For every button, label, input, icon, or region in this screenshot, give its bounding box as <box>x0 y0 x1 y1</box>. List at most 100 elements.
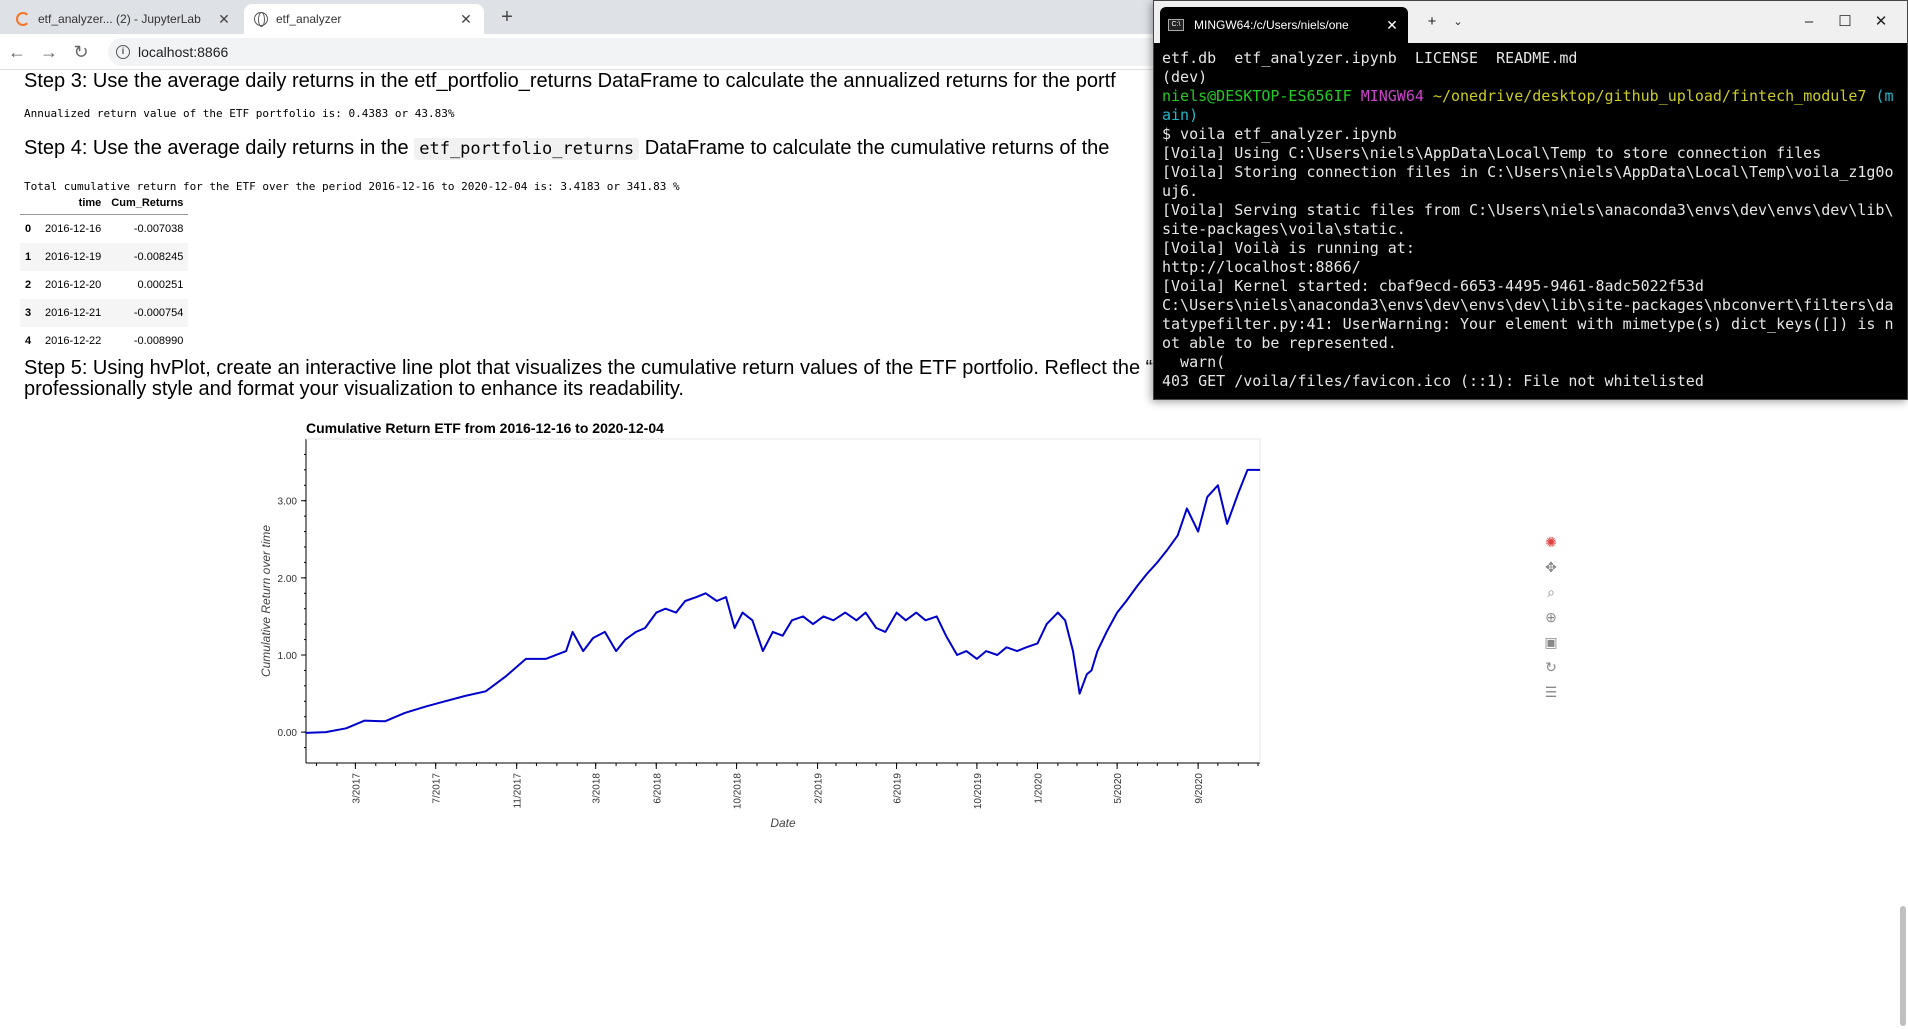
new-terminal-tab-button[interactable]: + <box>1427 13 1437 30</box>
x-tick-label: 3/2017 <box>351 773 362 804</box>
terminal-titlebar: C:\ MINGW64:/c/Users/niels/one ✕ + ⌄ – ☐… <box>1154 1 1907 43</box>
close-icon[interactable]: ✕ <box>1386 16 1398 33</box>
terminal-line: ot able to be represented. <box>1162 334 1397 352</box>
terminal-line: [Voila] Voilà is running at: <box>1162 239 1415 257</box>
x-tick-label: 6/2018 <box>652 773 663 804</box>
x-tick-label: 5/2020 <box>1113 773 1124 804</box>
table-cell: 2016-12-19 <box>40 242 107 271</box>
tab-label: etf_analyzer <box>276 12 342 26</box>
terminal-line: [Voila] Using C:\Users\niels\AppData\Loc… <box>1162 144 1822 162</box>
x-tick-label: 7/2017 <box>432 773 443 804</box>
tab-jupyterlab[interactable]: etf_analyzer... (2) - JupyterLab ✕ <box>6 4 242 34</box>
cumulative-output: Total cumulative return for the ETF over… <box>24 180 680 193</box>
prompt-branch-start: (m <box>1875 87 1894 105</box>
table-row: 3 2016-12-21 -0.000754 <box>20 298 189 327</box>
chevron-down-icon[interactable]: ⌄ <box>1453 16 1463 28</box>
table-header: Cum_Returns <box>106 192 189 215</box>
terminal-icon: C:\ <box>1168 19 1184 31</box>
terminal-line: [Voila] Storing connection files in C:\U… <box>1162 163 1894 181</box>
table-row: 0 2016-12-16 -0.007038 <box>20 215 188 243</box>
terminal-line: (dev) <box>1162 68 1208 86</box>
hover-icon[interactable]: ☰ <box>1544 684 1558 700</box>
table-header <box>20 192 40 215</box>
annualized-output: Annualized return value of the ETF portf… <box>24 107 455 120</box>
table-cell: -0.000754 <box>106 298 189 327</box>
step4-text-pre: Step 4: Use the average daily returns in… <box>24 137 415 159</box>
x-tick-label: 10/2018 <box>733 773 744 810</box>
terminal-line: site-packages\voila\static. <box>1162 220 1406 238</box>
url-text: localhost:8866 <box>138 44 229 60</box>
url-input[interactable]: i localhost:8866 <box>108 38 1308 66</box>
table-cell: 2016-12-21 <box>40 298 107 327</box>
table-cell: 2016-12-16 <box>45 222 102 235</box>
y-tick-label: 1.00 <box>278 651 298 662</box>
table-cell: -0.008990 <box>133 334 184 347</box>
table-index: 1 <box>20 242 40 271</box>
x-tick-label: 2/2019 <box>814 773 825 804</box>
minimize-button[interactable]: – <box>1804 13 1814 30</box>
reset-icon[interactable]: ↻ <box>1545 659 1557 675</box>
terminal-line: etf.db etf_analyzer.ipynb LICENSE README… <box>1162 49 1578 67</box>
terminal-line: http://localhost:8866/ <box>1162 258 1361 276</box>
terminal-line: uj6. <box>1162 182 1199 200</box>
box-zoom-icon[interactable]: ⌕ <box>1547 584 1555 600</box>
prompt-branch-end: ain) <box>1162 106 1199 124</box>
terminal-output[interactable]: etf.db etf_analyzer.ipynb LICENSE README… <box>1162 49 1902 391</box>
terminal-line: $ voila etf_analyzer.ipynb <box>1162 125 1397 143</box>
series-line <box>305 468 1260 734</box>
table-cell: 0.000251 <box>137 278 184 291</box>
save-icon[interactable]: ▣ <box>1544 634 1558 650</box>
terminal-tab[interactable]: C:\ MINGW64:/c/Users/niels/one ✕ <box>1160 7 1408 43</box>
cumulative-return-chart[interactable]: Cumulative Return ETF from 2016-12-16 to… <box>259 420 1580 1029</box>
x-tick-label: 9/2020 <box>1194 773 1205 804</box>
table-row: 4 2016-12-22 -0.008990 <box>20 327 188 355</box>
tab-etf-analyzer[interactable]: etf_analyzer ✕ <box>244 4 484 34</box>
x-tick-label: 3/2018 <box>592 773 603 804</box>
table-header-row: time Cum_Returns <box>20 192 189 215</box>
step4-heading: Step 4: Use the average daily returns in… <box>24 137 1109 160</box>
x-tick-label: 6/2019 <box>893 773 904 804</box>
reload-icon[interactable]: ↻ <box>73 42 89 62</box>
tab-label: etf_analyzer... (2) - JupyterLab <box>38 12 201 26</box>
table-index: 4 <box>25 334 32 347</box>
step4-code: etf_portfolio_returns <box>414 138 640 160</box>
jupyter-icon <box>16 12 30 26</box>
step3-heading: Step 3: Use the average daily returns in… <box>24 70 1116 92</box>
info-icon[interactable]: i <box>116 45 130 59</box>
page-scrollbar[interactable] <box>1900 906 1906 1026</box>
chart-title: Cumulative Return ETF from 2016-12-16 to… <box>306 420 664 436</box>
terminal-line: [Voila] Kernel started: cbaf9ecd-6653-44… <box>1162 277 1704 295</box>
y-tick-label: 2.00 <box>278 574 298 585</box>
table-index: 3 <box>20 298 40 327</box>
dataframe-table: time Cum_Returns 0 2016-12-16 -0.007038 … <box>20 192 189 355</box>
forward-icon[interactable]: → <box>40 42 58 62</box>
bokeh-logo-icon[interactable]: ✺ <box>1545 534 1557 550</box>
table-header: time <box>40 192 107 215</box>
prompt-shell: MINGW64 <box>1360 87 1424 105</box>
maximize-button[interactable]: ☐ <box>1838 13 1852 30</box>
new-tab-button[interactable]: + <box>501 6 513 28</box>
x-tick-label: 11/2017 <box>513 773 524 809</box>
terminal-line: C:\Users\niels\anaconda3\envs\dev\envs\d… <box>1162 296 1894 314</box>
terminal-window[interactable]: C:\ MINGW64:/c/Users/niels/one ✕ + ⌄ – ☐… <box>1153 0 1908 400</box>
prompt-user: niels@DESKTOP-ES656IF <box>1162 87 1352 105</box>
y-tick-label: 0.00 <box>278 728 298 739</box>
x-axis-label: Date <box>770 816 796 830</box>
back-icon[interactable]: ← <box>8 42 26 62</box>
close-icon[interactable]: ✕ <box>460 10 472 27</box>
terminal-line: tatypefilter.py:41: UserWarning: Your el… <box>1162 315 1894 333</box>
prompt-path: ~/onedrive/desktop/github_upload/fintech… <box>1432 87 1867 105</box>
chart-svg[interactable]: Cumulative Return ETF from 2016-12-16 to… <box>259 420 1580 1029</box>
x-tick-label: 1/2020 <box>1033 773 1044 804</box>
pan-icon[interactable]: ✥ <box>1545 559 1557 575</box>
y-axis-label: Cumulative Return over time <box>259 525 273 677</box>
terminal-prompt-line: niels@DESKTOP-ES656IF MINGW64 ~/onedrive… <box>1162 87 1902 106</box>
close-window-button[interactable]: ✕ <box>1874 13 1888 30</box>
close-icon[interactable]: ✕ <box>218 10 230 27</box>
table-index: 0 <box>25 222 32 235</box>
table-row: 1 2016-12-19 -0.008245 <box>20 242 189 271</box>
wheel-zoom-icon[interactable]: ⊕ <box>1545 609 1557 625</box>
table-row: 2 2016-12-20 0.000251 <box>20 271 188 299</box>
y-tick-label: 3.00 <box>278 497 298 508</box>
